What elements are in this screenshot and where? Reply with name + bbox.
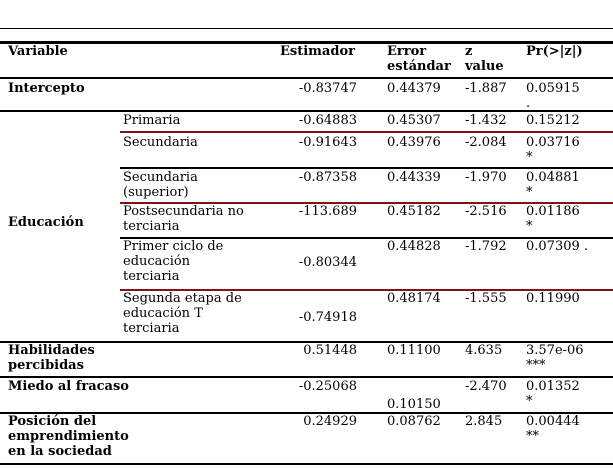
- row-label: Intercepto: [8, 81, 85, 96]
- cell-z: -2.516: [465, 204, 507, 219]
- row-sublabel: Primer ciclo de educación terciaria: [123, 239, 224, 284]
- cell-error: 0.48174: [387, 291, 441, 306]
- red-rule-2: [120, 202, 613, 204]
- section-rule: [0, 412, 613, 414]
- cell-z: -1.432: [465, 113, 507, 128]
- row-sublabel: Secundaria (superior): [123, 170, 198, 200]
- section-rule: [0, 376, 613, 378]
- cell-pr: 0.04881 *: [526, 170, 580, 200]
- cell-estimador: -0.64883: [298, 113, 357, 128]
- section-rule: [0, 110, 613, 112]
- header-bottom-rule: [0, 77, 613, 79]
- cell-estimador: -113.689: [298, 204, 357, 219]
- cell-estimador: -0.83747: [298, 81, 357, 96]
- section-rule: [0, 341, 613, 343]
- cell-z: -2.084: [465, 135, 507, 150]
- cell-error: 0.45307: [387, 113, 441, 128]
- cell-estimador: 0.51448: [303, 343, 357, 358]
- cell-error: 0.10150: [387, 397, 441, 412]
- cell-estimador: -0.91643: [298, 135, 357, 150]
- red-rule-3: [120, 289, 613, 291]
- cell-error: 0.44828: [387, 239, 441, 254]
- cell-pr: 0.01186 *: [526, 204, 580, 234]
- cell-pr: 0.01352 *: [526, 379, 580, 409]
- row-label: Posición del emprendimiento en la socied…: [8, 414, 129, 459]
- row-sublabel: Secundaria: [123, 135, 198, 150]
- header-estimador: Estimador: [280, 44, 355, 59]
- inner-rule-2: [120, 237, 613, 239]
- row-label: Miedo al fracaso: [8, 379, 129, 394]
- cell-pr: 0.03716 *: [526, 135, 580, 165]
- cell-error: 0.43976: [387, 135, 441, 150]
- cell-pr: 0.05915 .: [526, 81, 580, 111]
- cell-error: 0.44339: [387, 170, 441, 185]
- cell-z: -1.555: [465, 291, 507, 306]
- inner-rule-1: [120, 167, 613, 169]
- cell-z: -1.970: [465, 170, 507, 185]
- row-sublabel: Postsecundaria no terciaria: [123, 204, 244, 234]
- bottom-rule: [0, 463, 613, 465]
- group-label-educacion: Educación: [8, 215, 84, 230]
- cell-z: 2.845: [465, 414, 503, 429]
- cell-z: -1.887: [465, 81, 507, 96]
- cell-error: 0.45182: [387, 204, 441, 219]
- cell-estimador: -0.74918: [298, 310, 357, 325]
- cell-pr: 0.15212: [526, 113, 580, 128]
- cell-pr: 0.07309 .: [526, 239, 589, 254]
- cell-pr: 3.57e-06 ***: [526, 343, 584, 373]
- cell-estimador: -0.25068: [298, 379, 357, 394]
- cell-error: 0.11100: [387, 343, 441, 358]
- cell-estimador: -0.87358: [298, 170, 357, 185]
- cell-error: 0.08762: [387, 414, 441, 429]
- header-top-rule: [0, 41, 613, 44]
- header-pr: Pr(>|z|): [526, 44, 583, 59]
- row-sublabel: Primaria: [123, 113, 181, 128]
- cell-estimador: -0.80344: [298, 255, 357, 270]
- cell-z: 4.635: [465, 343, 503, 358]
- top-rule: [0, 28, 613, 29]
- red-rule-1: [120, 131, 613, 133]
- cell-pr: 0.00444 **: [526, 414, 580, 444]
- header-z-value: z value: [465, 44, 504, 74]
- cell-estimador: 0.24929: [303, 414, 357, 429]
- cell-z: -1.792: [465, 239, 507, 254]
- header-error-estandar: Error estándar: [387, 44, 451, 74]
- cell-z: -2.470: [465, 379, 507, 394]
- header-variable: Variable: [8, 44, 68, 59]
- cell-pr: 0.11990: [526, 291, 580, 306]
- row-label: Habilidades percibidas: [8, 343, 95, 373]
- row-sublabel: Segunda etapa de educación T terciaria: [123, 291, 242, 336]
- cell-error: 0.44379: [387, 81, 441, 96]
